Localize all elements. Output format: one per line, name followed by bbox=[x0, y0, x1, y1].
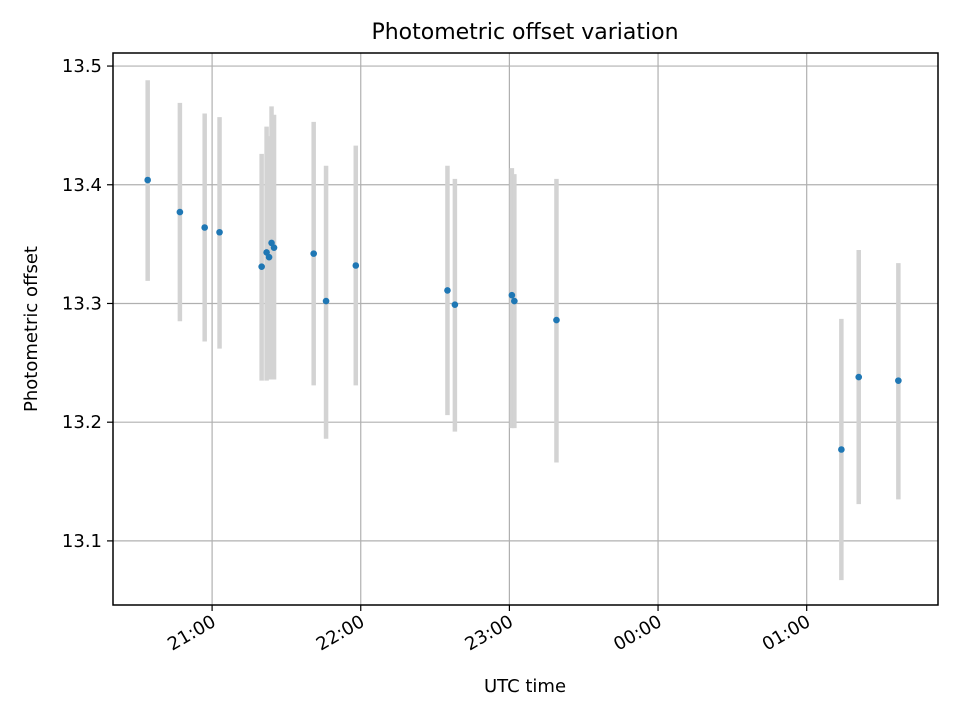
data-point bbox=[258, 263, 265, 270]
data-point bbox=[270, 244, 278, 251]
data-point bbox=[855, 373, 863, 381]
data-point bbox=[144, 176, 151, 184]
data-point bbox=[201, 224, 208, 231]
data-point bbox=[176, 208, 184, 216]
data-point bbox=[265, 253, 273, 261]
x-axis-label: UTC time bbox=[484, 676, 566, 697]
data-point bbox=[444, 287, 451, 294]
chart-title: Photometric offset variation bbox=[371, 20, 678, 45]
data-point bbox=[322, 297, 330, 305]
y-axis-label: Photometric offset bbox=[21, 246, 42, 412]
plot-frame bbox=[112, 52, 939, 606]
data-point bbox=[216, 228, 223, 236]
gridlines bbox=[113, 53, 938, 605]
data-point bbox=[553, 316, 560, 324]
data-point bbox=[451, 301, 459, 308]
data-point bbox=[838, 446, 845, 453]
data-point bbox=[895, 377, 902, 384]
data-point bbox=[511, 297, 518, 305]
data-points bbox=[144, 176, 902, 453]
y-tick-label: 13.5 bbox=[62, 56, 102, 77]
data-point bbox=[310, 250, 317, 257]
y-tick-label: 13.4 bbox=[62, 175, 102, 196]
y-tick-label: 13.3 bbox=[62, 293, 102, 314]
y-tick-label: 13.2 bbox=[62, 412, 102, 433]
y-tick-label: 13.1 bbox=[62, 531, 102, 552]
data-point bbox=[352, 262, 360, 269]
data-point bbox=[508, 291, 516, 299]
